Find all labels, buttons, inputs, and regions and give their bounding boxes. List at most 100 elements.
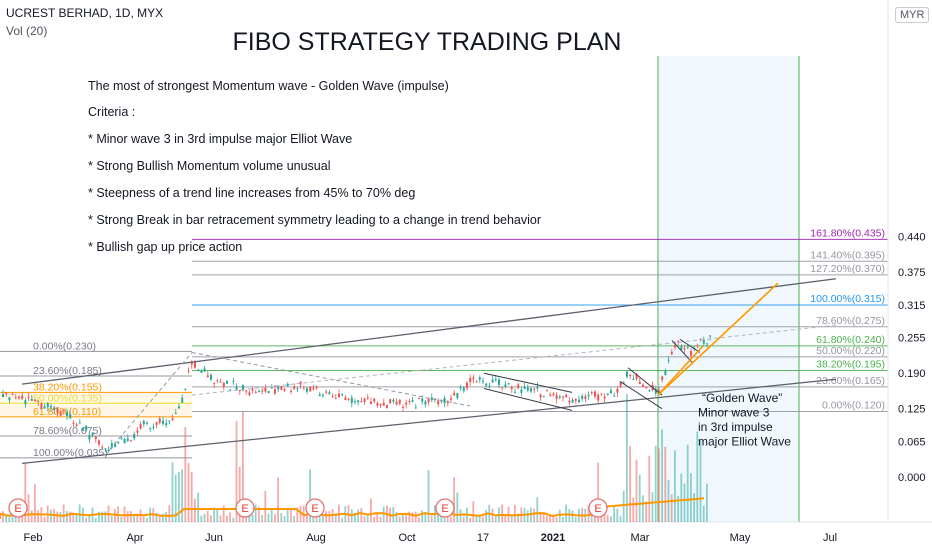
candle-body xyxy=(78,422,81,424)
volume-bar xyxy=(94,517,97,522)
candle-body xyxy=(254,391,257,393)
volume-bar xyxy=(706,483,708,522)
candle-body xyxy=(619,382,622,387)
volume-bar xyxy=(539,511,542,522)
volume-bar xyxy=(286,507,289,522)
volume-bar xyxy=(222,505,225,522)
fib-left-label: 100.00%(0.035) xyxy=(33,447,108,459)
volume-bar xyxy=(453,477,455,522)
pattern-line xyxy=(483,388,573,411)
candle-body xyxy=(590,392,593,394)
candle-body xyxy=(418,398,420,400)
fib-left-label: 50.00%(0.135) xyxy=(33,392,102,404)
volume-bar xyxy=(427,470,430,522)
candle-body xyxy=(334,397,337,399)
volume-bar xyxy=(104,511,107,522)
candle-body xyxy=(229,389,232,391)
candle-body xyxy=(568,400,571,403)
y-tick-label: 0.255 xyxy=(898,333,926,345)
currency-button[interactable]: MYR xyxy=(895,7,930,23)
volume-bar xyxy=(501,504,503,522)
volume-bar xyxy=(325,511,327,522)
volume-bar xyxy=(574,517,577,522)
candle-body xyxy=(360,401,363,403)
volume-bar xyxy=(619,515,622,522)
candle-body xyxy=(690,351,692,356)
candle-body xyxy=(427,398,430,403)
pattern-line xyxy=(671,340,693,363)
volume-bar xyxy=(322,514,324,522)
candle-body xyxy=(235,386,238,390)
volume-bar xyxy=(187,462,190,522)
volume-bar xyxy=(475,514,478,522)
volume-bar xyxy=(690,473,692,522)
fib-left-label: 23.60%(0.185) xyxy=(33,365,102,377)
candle-body xyxy=(117,441,120,444)
candle-body xyxy=(677,341,680,343)
fib-right-label: 127.20%(0.370) xyxy=(810,263,885,275)
volume-bar xyxy=(315,515,318,522)
volume-bar xyxy=(542,512,545,522)
volume-bar xyxy=(638,474,641,522)
candle-body xyxy=(18,396,20,399)
volume-bar xyxy=(494,516,497,522)
volume-bar xyxy=(277,477,279,522)
candle-body xyxy=(709,335,712,337)
candle-body xyxy=(53,407,56,410)
fib-right-label: 0.00%(0.120) xyxy=(822,399,885,411)
volume-bar xyxy=(213,507,215,522)
x-tick-label: Apr xyxy=(126,532,143,544)
candle-body xyxy=(542,396,545,398)
candle-body xyxy=(354,401,356,403)
fib-right-label: 50.00%(0.220) xyxy=(816,345,885,357)
volume-bar xyxy=(661,429,663,522)
candle-body xyxy=(507,383,510,385)
candle-body xyxy=(571,399,574,403)
volume-bar xyxy=(328,511,331,522)
volume-bar xyxy=(610,516,612,522)
candle-body xyxy=(475,381,478,383)
candle-body xyxy=(302,388,305,390)
volume-bar xyxy=(27,494,30,522)
candle-body xyxy=(306,388,308,392)
volume-bar xyxy=(37,510,39,522)
y-tick-label: 0.315 xyxy=(898,300,926,312)
candle-body xyxy=(414,407,417,409)
candle-body xyxy=(533,388,536,390)
candle-body xyxy=(450,398,452,400)
candle-body xyxy=(606,393,609,395)
candle-body xyxy=(85,425,88,431)
candle-body xyxy=(421,398,424,402)
earnings-marker-label: E xyxy=(241,503,248,515)
fib-left-label: 0.00%(0.230) xyxy=(33,340,96,352)
candle-body xyxy=(453,392,456,396)
candle-body xyxy=(206,375,209,377)
volume-bar xyxy=(629,445,631,522)
volume-bar xyxy=(699,440,702,522)
candle-body xyxy=(251,388,254,391)
candle-body xyxy=(213,382,216,384)
candle-body xyxy=(158,418,161,423)
y-tick-label: 0.065 xyxy=(898,436,926,448)
volume-bar xyxy=(421,510,423,522)
x-tick-label: 2021 xyxy=(541,532,565,544)
volume-bar xyxy=(235,420,238,522)
candle-body xyxy=(133,433,136,439)
volume-bar xyxy=(155,512,158,522)
candle-body xyxy=(565,394,568,398)
candle-body xyxy=(658,390,660,392)
volume-ma-line xyxy=(0,497,705,519)
volume-bar xyxy=(446,516,449,522)
volume-bar xyxy=(197,492,199,522)
fib-right-label: 23.60%(0.165) xyxy=(816,375,885,387)
volume-bar xyxy=(219,515,222,522)
candle-body xyxy=(178,406,180,409)
candle-body xyxy=(382,402,385,406)
volume-bar xyxy=(162,513,164,522)
volume-bar xyxy=(632,497,635,522)
candle-body xyxy=(155,422,158,425)
volume-bar xyxy=(101,511,103,522)
volume-bar xyxy=(408,511,411,522)
volume-bar xyxy=(50,509,52,522)
